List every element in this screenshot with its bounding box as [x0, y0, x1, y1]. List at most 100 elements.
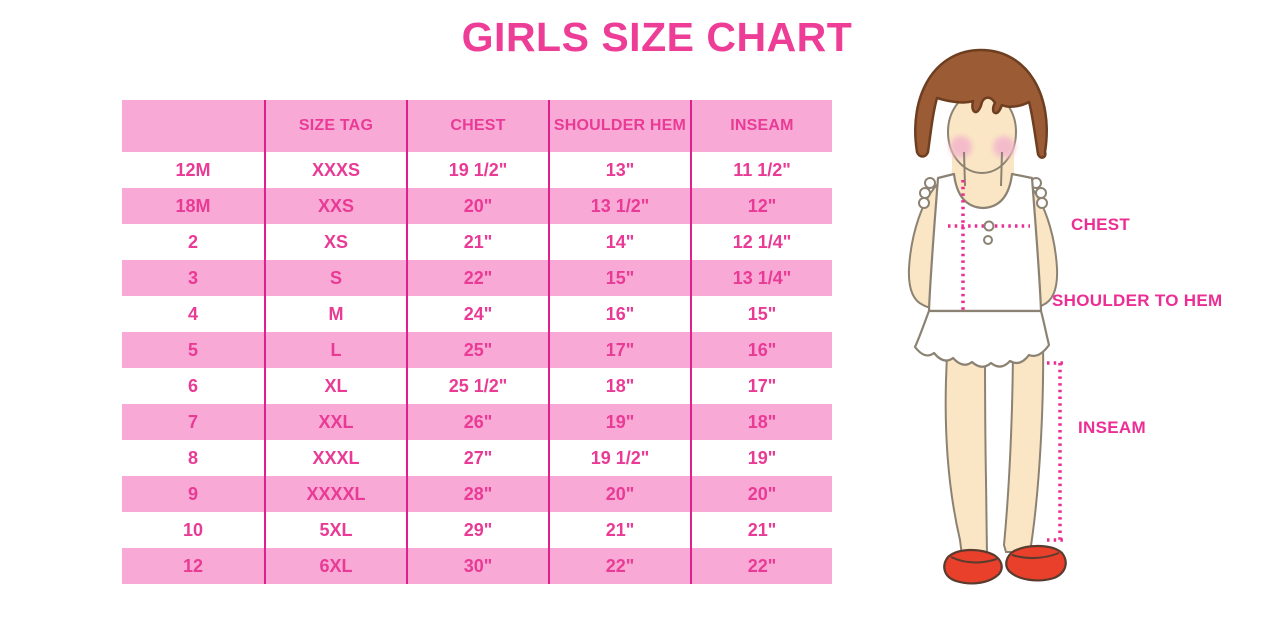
table-row: 9 XXXXL 28" 20" 20": [122, 476, 832, 512]
header-cell: INSEAM: [690, 100, 832, 152]
chest-label: CHEST: [1071, 215, 1131, 234]
size-tag-cell: S: [264, 260, 406, 296]
table-row: SIZE TAG CHEST SHOULDER HEM INSEAM: [122, 100, 832, 152]
size-table: SIZE TAG CHEST SHOULDER HEM INSEAM 12M XXXS 19…: [122, 100, 832, 584]
inseam-cell: 20": [690, 476, 832, 512]
inseam-cell: 16": [690, 332, 832, 368]
size-tag-cell: XXS: [264, 188, 406, 224]
table-row: 7 XXL 26" 19" 18": [122, 404, 832, 440]
inseam-cell: 17": [690, 368, 832, 404]
table-row: 5 L 25" 17" 16": [122, 332, 832, 368]
inseam-cell: 12 1/4": [690, 224, 832, 260]
size-cell: 4: [187, 303, 198, 324]
inseam-cell: 12": [690, 188, 832, 224]
chest-cell: 26": [406, 404, 548, 440]
shoulder-hem-cell: 13": [548, 152, 690, 188]
girl-hair: [914, 48, 1048, 159]
size-tag-cell: XS: [264, 224, 406, 260]
inseam-cell: 15": [690, 296, 832, 332]
table-row: 4 M 24" 16" 15": [122, 296, 832, 332]
inseam-cell: 21": [690, 512, 832, 548]
size-cell: 7: [187, 411, 198, 432]
table-row: 12M XXXS 19 1/2" 13" 11 1/2": [122, 152, 832, 188]
chest-cell: 21": [406, 224, 548, 260]
size-tag-cell: XL: [264, 368, 406, 404]
ruffle-left: [918, 177, 936, 209]
inseam-cell: 13 1/4": [690, 260, 832, 296]
size-tag-cell: 6XL: [264, 548, 406, 584]
header-cell: [122, 100, 264, 152]
shoe-right-strap: [1011, 552, 1060, 559]
chest-cell: 27": [406, 440, 548, 476]
chest-cell: 22": [406, 260, 548, 296]
leg-left: [944, 339, 989, 557]
size-tag-cell: L: [264, 332, 406, 368]
inseam-cell: 22": [690, 548, 832, 584]
neck-line-left: [963, 151, 966, 187]
top-button-2: [983, 235, 993, 245]
top-button-1: [983, 220, 995, 232]
cheek-right-blush: [993, 136, 1015, 158]
inseam-label: INSEAM: [1078, 418, 1146, 437]
table-row: 18M XXS 20" 13 1/2" 12": [122, 188, 832, 224]
shoe-left-strap: [950, 556, 998, 564]
shoulder-hem-cell: 17": [548, 332, 690, 368]
size-cell: 12M: [175, 159, 211, 180]
shoulder-hem-cell: 15": [548, 260, 690, 296]
chest-cell: 20": [406, 188, 548, 224]
size-tag-cell: XXXS: [264, 152, 406, 188]
chest-cell: 28": [406, 476, 548, 512]
inseam-cell: 19": [690, 440, 832, 476]
size-cell: 10: [182, 519, 204, 540]
size-cell: 5: [187, 339, 198, 360]
shoulder-hem-cell: 19": [548, 404, 690, 440]
chest-cell: 24": [406, 296, 548, 332]
table-row: 2 XS 21" 14" 12 1/4": [122, 224, 832, 260]
size-cell: 18M: [175, 195, 211, 216]
neck-line-right: [1000, 151, 1003, 187]
ruffle-right: [1030, 177, 1048, 209]
size-tag-cell: M: [264, 296, 406, 332]
table-row: 6 XL 25 1/2" 18" 17": [122, 368, 832, 404]
chest-cell: 25 1/2": [406, 368, 548, 404]
chest-cell: 29": [406, 512, 548, 548]
leg-right: [1002, 339, 1045, 553]
chest-cell: 25": [406, 332, 548, 368]
size-tag-cell: XXL: [264, 404, 406, 440]
shoulder-hem-cell: 22": [548, 548, 690, 584]
header-cell: CHEST: [406, 100, 548, 152]
table-row: 8 XXXL 27" 19 1/2" 19": [122, 440, 832, 476]
table-row: 3 S 22" 15" 13 1/4": [122, 260, 832, 296]
page-title: GIRLS SIZE CHART: [461, 14, 853, 60]
size-tag-cell: XXXXL: [264, 476, 406, 512]
header-cell: SIZE TAG: [264, 100, 406, 152]
girl-illustration: [907, 48, 1067, 585]
table-row: 12 6XL 30" 22" 22": [122, 548, 832, 584]
shoe-right: [1005, 544, 1067, 582]
chest-cell: 19 1/2": [406, 152, 548, 188]
chest-cell: 30": [406, 548, 548, 584]
shoulder-hem-cell: 18": [548, 368, 690, 404]
table-row: 10 5XL 29" 21" 21": [122, 512, 832, 548]
size-cell: 3: [187, 267, 198, 288]
size-cell: 2: [187, 231, 198, 252]
shoulder-hem-cell: 14": [548, 224, 690, 260]
shoulder-hem-cell: 20": [548, 476, 690, 512]
size-tag-cell: 5XL: [264, 512, 406, 548]
size-tag-cell: XXXL: [264, 440, 406, 476]
girl-skirt: [913, 309, 1051, 368]
size-cell: 8: [187, 447, 198, 468]
header-cell: SHOULDER HEM: [548, 100, 690, 152]
shoulder-to-hem-label: SHOULDER TO HEM: [1052, 291, 1223, 310]
size-cell: 9: [187, 483, 198, 504]
shoulder-hem-cell: 21": [548, 512, 690, 548]
inseam-cell: 11 1/2": [690, 152, 832, 188]
shoulder-hem-cell: 19 1/2": [548, 440, 690, 476]
size-cell: 12: [182, 555, 204, 576]
shoulder-hem-cell: 16": [548, 296, 690, 332]
shoe-left: [943, 548, 1003, 585]
shoulder-hem-cell: 13 1/2": [548, 188, 690, 224]
size-cell: 6: [187, 375, 198, 396]
cheek-left-blush: [950, 136, 972, 158]
